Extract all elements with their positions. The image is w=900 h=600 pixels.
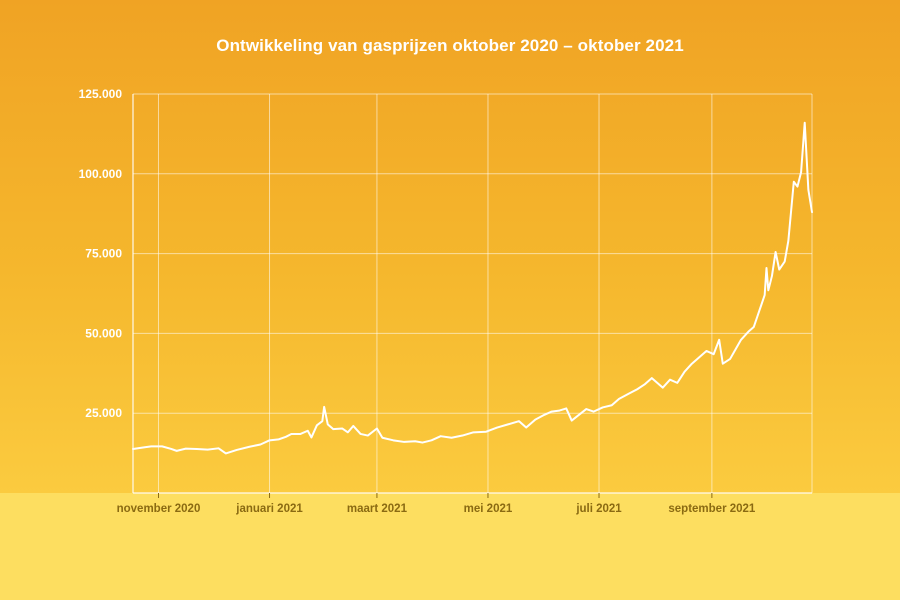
y-tick-label: 125.000 (79, 87, 123, 101)
x-tick-label: november 2020 (117, 503, 201, 515)
y-tick-label: 50.000 (85, 326, 122, 340)
x-tick-label: mei 2021 (464, 503, 513, 515)
x-axis-ticks: november 2020 januari 2021 maart 2021 mei 2… (117, 493, 756, 515)
series-line-0 (132, 121, 813, 455)
background-upper (0, 0, 900, 493)
y-axis-ticks: 25.000 50.000 75.000 100.000 125.000 (79, 87, 123, 420)
x-tick-label: juli 2021 (575, 503, 622, 515)
series (132, 121, 813, 455)
x-tick-label: maart 2021 (347, 503, 408, 515)
x-tick-label: september 2021 (668, 503, 756, 515)
grid (133, 93, 813, 493)
background-lower-band (0, 493, 900, 600)
y-tick-label: 100.000 (79, 167, 123, 181)
x-tick-label: januari 2021 (235, 503, 303, 515)
axes (132, 94, 812, 494)
y-tick-label: 25.000 (85, 406, 122, 420)
y-tick-label: 75.000 (85, 247, 122, 261)
chart-title: Ontwikkeling van gasprijzen oktober 2020… (216, 36, 684, 55)
